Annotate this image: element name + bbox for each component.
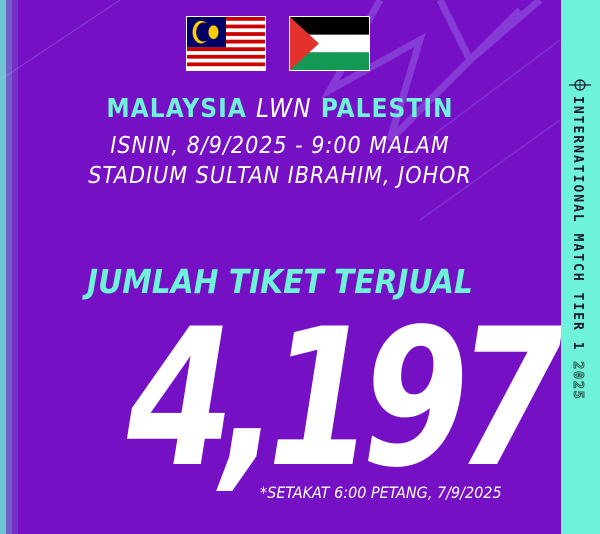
tickets-note: *SETAKAT 6:00 PETANG, 7/9/2025 bbox=[260, 483, 502, 502]
tickets-sold-count: 4,197 bbox=[127, 288, 563, 509]
side-banner-text: INTERNATIONAL MATCH TIER 1 2025 bbox=[570, 96, 586, 401]
match-venue: STADIUM SULTAN IBRAHIM, JOHOR bbox=[88, 163, 472, 189]
tickets-label: JUMLAH TIKET TERJUAL bbox=[87, 262, 473, 301]
malaysia-flag bbox=[186, 16, 266, 71]
match-title: MALAYSIA LWN PALESTIN bbox=[106, 94, 454, 124]
palestine-flag bbox=[289, 16, 370, 71]
football-icon bbox=[569, 79, 591, 91]
match-date-time: ISNIN, 8/9/2025 - 9:00 MALAM bbox=[110, 133, 450, 159]
